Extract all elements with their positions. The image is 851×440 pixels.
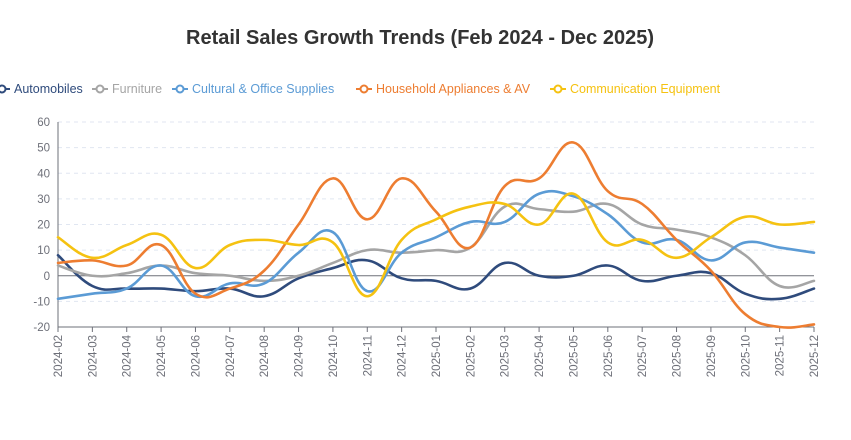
x-tick-label: 2024-03: [87, 335, 99, 377]
series-line-communication-equipment: [56, 192, 816, 298]
y-axis: -20 -10 0 10 20 30 40 50 60: [33, 117, 59, 334]
chart-title: Retail Sales Growth Trends (Feb 2024 - D…: [186, 27, 654, 49]
y-tick-label: 40: [37, 168, 50, 180]
legend-label: Household Appliances & AV: [376, 82, 531, 96]
legend-label: Communication Equipment: [570, 82, 721, 96]
x-tick-label: 2024-02: [53, 335, 65, 377]
x-tick-label: 2025-12: [809, 335, 821, 377]
y-tick-label: 60: [37, 117, 50, 129]
y-tick-label: 0: [44, 271, 50, 283]
legend-label: Furniture: [112, 82, 162, 96]
legend-label: Automobiles: [14, 82, 83, 96]
x-tick-label: 2025-09: [706, 335, 718, 377]
legend-item-communication-equipment[interactable]: Communication Equipment: [550, 82, 721, 96]
legend-marker: [553, 84, 563, 94]
x-tick-label: 2025-10: [740, 335, 752, 377]
legend-item-furniture[interactable]: Furniture: [92, 82, 162, 96]
y-tick-label: 30: [37, 194, 50, 206]
legend-marker: [95, 84, 105, 94]
x-tick-label: 2024-10: [328, 335, 340, 377]
series-line-cultural-office-supplies: [56, 189, 816, 301]
series-line-household-appliances-av: [56, 141, 816, 329]
legend-item-household-appliances-av[interactable]: Household Appliances & AV: [356, 82, 531, 96]
series-lines: [56, 141, 816, 329]
x-tick-label: 2024-06: [190, 335, 202, 377]
legend-item-automobiles[interactable]: Automobiles: [0, 82, 83, 96]
legend: Automobiles Furniture Cultural & Office Su…: [0, 82, 721, 96]
x-tick-label: 2025-08: [672, 335, 684, 377]
y-tick-label: -10: [33, 296, 50, 308]
x-tick-label: 2025-05: [568, 335, 580, 377]
x-tick-label: 2024-09: [294, 335, 306, 377]
x-tick-label: 2024-08: [259, 335, 271, 377]
legend-item-cultural-office-supplies[interactable]: Cultural & Office Supplies: [172, 82, 334, 96]
x-axis: 2024-02 2024-03 2024-04 2024-05 2024-06 2024-…: [53, 326, 821, 377]
x-tick-label: 2025-02: [465, 335, 477, 377]
x-tick-label: 2024-11: [362, 335, 374, 376]
x-tick-label: 2024-04: [122, 334, 134, 377]
x-tick-label: 2025-03: [500, 335, 512, 377]
x-tick-label: 2025-01: [431, 335, 443, 377]
legend-marker: [359, 84, 369, 94]
legend-marker: [175, 84, 185, 94]
x-tick-label: 2024-05: [156, 335, 168, 377]
grid-lines: [58, 121, 814, 328]
x-tick-label: 2025-04: [534, 334, 546, 377]
x-tick-label: 2025-11: [775, 335, 787, 376]
y-tick-label: 10: [37, 245, 50, 257]
x-tick-label: 2024-07: [225, 335, 237, 377]
y-tick-label: 20: [37, 220, 50, 232]
series-line-automobiles: [56, 253, 816, 301]
y-tick-label: 50: [37, 143, 50, 155]
y-tick-label: -20: [33, 322, 50, 334]
x-tick-label: 2025-06: [603, 335, 615, 377]
x-tick-label: 2024-12: [397, 335, 409, 377]
legend-marker: [0, 84, 7, 94]
series-line-furniture: [56, 202, 816, 289]
x-tick-label: 2025-07: [637, 335, 649, 377]
legend-label: Cultural & Office Supplies: [192, 82, 334, 96]
